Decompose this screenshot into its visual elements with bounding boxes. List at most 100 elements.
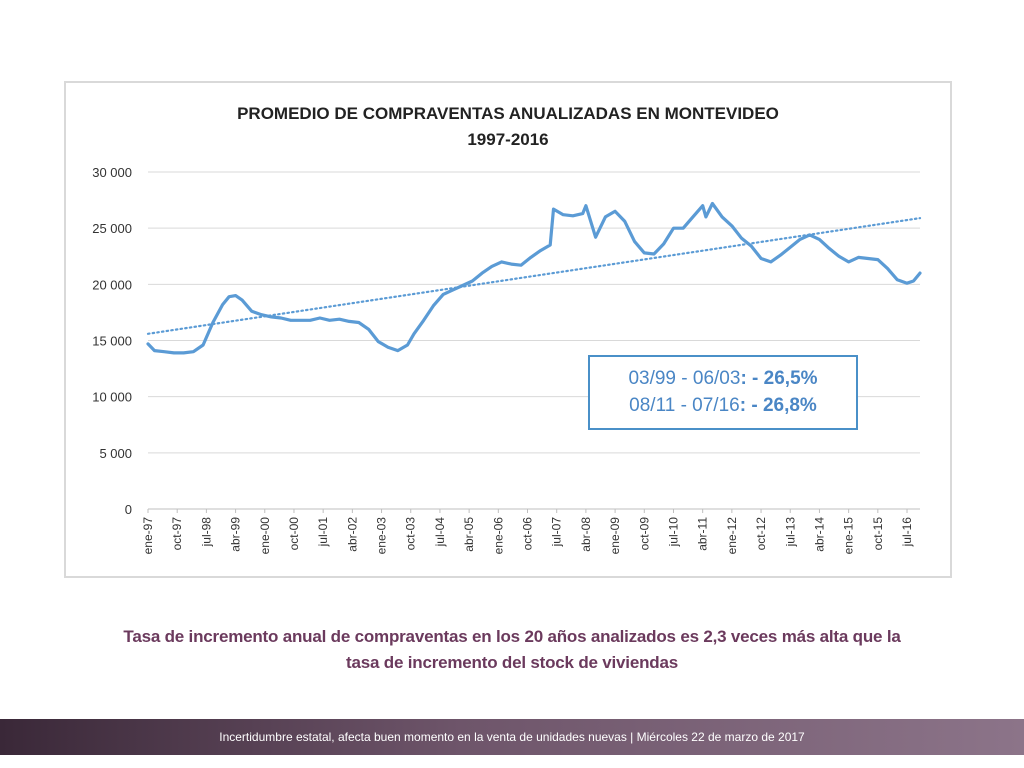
annotation-line-1: 03/99 - 06/03: - 26,5% [590,365,856,392]
data-point [847,261,850,263]
data-point [228,295,230,298]
data-point [491,265,493,268]
data-point [358,321,360,324]
data-point [906,282,908,285]
data-point [377,340,380,343]
data-point [529,256,532,259]
x-tick-label: abr-11 [696,517,710,551]
data-point [614,210,616,213]
data-point [750,245,753,247]
data-point [241,299,243,301]
data-point [260,313,263,316]
data-point [520,264,522,267]
caption-line-1: Tasa de incremento anual de compraventas… [123,627,901,646]
data-point [153,349,156,352]
data-point [406,344,409,346]
footer-bar: Incertidumbre estatal, afecta buen momen… [0,719,1024,755]
data-point [481,272,483,274]
data-point [789,246,792,249]
annotation-2-sep: : - [739,395,763,416]
annotation-line-2: 08/11 - 07/16: - 26,8% [590,392,856,419]
data-point [539,249,542,252]
data-point [500,261,503,263]
data-point [701,204,704,207]
x-tick-label: abr-14 [812,517,826,552]
data-point [604,216,607,218]
data-point [633,240,636,243]
data-point [422,319,425,322]
x-tick-label: jul-98 [199,517,213,548]
data-point [319,317,321,319]
data-point [202,344,204,346]
x-tick-label: abr-08 [579,517,593,552]
data-point [250,310,253,313]
data-point [643,252,646,254]
data-point [692,216,694,218]
data-point [760,257,762,260]
data-point [234,294,237,297]
data-point [818,238,821,241]
data-point [877,258,879,261]
chart-frame [64,81,952,578]
data-point [289,319,292,322]
x-tick-label: ene-03 [375,517,389,555]
x-tick-label: oct-09 [637,517,651,551]
data-point [163,350,166,353]
data-point [396,349,399,352]
data-point [221,303,224,306]
x-tick-label: oct-12 [754,517,768,551]
data-point [731,225,733,227]
data-point [662,243,665,245]
data-point [549,244,552,246]
series-line [146,201,922,355]
x-tick-label: oct-03 [404,517,418,551]
x-tick-label: jul-13 [783,517,797,548]
x-tick-label: abr-99 [229,517,243,552]
annotation-box: 03/99 - 06/03: - 26,5% 08/11 - 07/16: - … [588,355,858,430]
data-point [594,236,597,238]
y-tick-label: 20 000 [92,277,132,292]
data-point [572,215,574,217]
data-point [867,257,869,260]
annotation-2-value: 26,8% [762,395,817,416]
y-tick-label: 0 [125,502,132,517]
data-point [270,316,273,318]
y-tick-label: 15 000 [92,334,132,349]
data-point [309,319,311,322]
caption: Tasa de incremento anual de compraventas… [60,624,964,676]
x-tick-label: abr-02 [345,517,359,552]
data-point [799,238,801,241]
x-tick-label: oct-06 [521,517,535,551]
x-tick-label: ene-12 [725,517,739,555]
data-point [828,247,830,250]
x-tick-label: oct-00 [287,517,301,551]
annotation-1-value: 26,5% [763,368,818,389]
footer-text: Incertidumbre estatal, afecta buen momen… [219,730,805,744]
caption-line-2: tasa de incremento del stock de vivienda… [346,653,678,672]
data-point [192,350,195,353]
chart-subtitle: 1997-2016 [467,130,549,149]
data-point [338,318,341,320]
x-tick-label: oct-15 [871,517,885,551]
y-tick-label: 25 000 [92,221,132,236]
data-point [705,216,707,218]
data-point [562,213,564,216]
data-point [552,208,555,210]
data-point [769,261,772,263]
x-tick-label: jul-07 [550,517,564,548]
data-point [682,227,685,229]
data-point [912,280,915,282]
data-point [328,319,331,322]
data-point [510,263,513,265]
data-point [721,216,723,218]
data-point [461,284,464,287]
x-tick-label: abr-05 [462,517,476,552]
data-point [299,319,302,322]
x-tick-label: ene-15 [842,517,856,555]
data-point [581,212,584,215]
x-tick-label: jul-10 [666,517,680,548]
trend-line [146,217,922,335]
data-point [857,256,860,259]
chart-title: PROMEDIO DE COMPRAVENTAS ANUALIZADAS EN … [237,104,779,123]
data-point [896,279,899,281]
